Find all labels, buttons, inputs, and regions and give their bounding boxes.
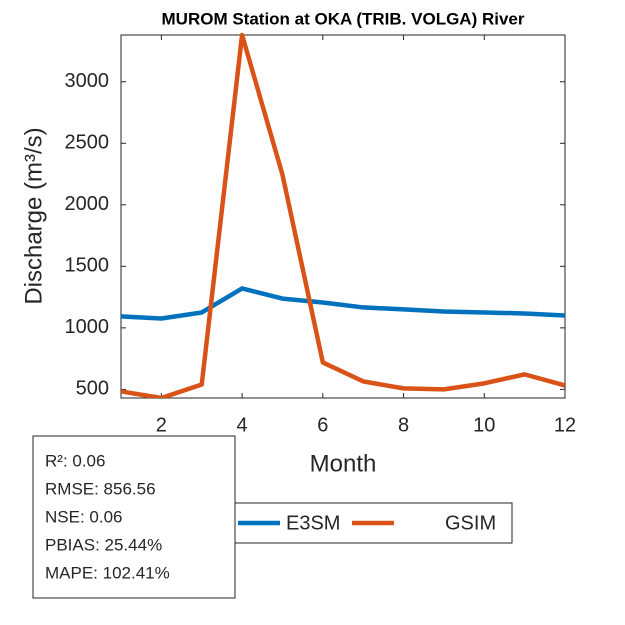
stats-box (32, 435, 236, 599)
y-tick-label: 1500 (65, 255, 110, 277)
x-tick-label: 2 (156, 414, 167, 436)
stat-line: PBIAS: 25.44% (45, 535, 162, 554)
stat-line: NSE: 0.06 (45, 507, 123, 526)
chart-title: MUROM Station at OKA (TRIB. VOLGA) River (162, 9, 525, 28)
y-tick-label: 500 (76, 378, 109, 400)
x-tick-label: 12 (554, 414, 576, 436)
stat-line: R²: 0.06 (45, 451, 105, 470)
legend-label: E3SM (286, 512, 340, 534)
x-tick-label: 10 (473, 414, 495, 436)
x-tick-label: 6 (317, 414, 328, 436)
series-line (121, 286, 565, 321)
y-tick-label: 2000 (65, 193, 110, 215)
legend-label: GSIM (445, 512, 496, 534)
y-tick-label: 3000 (65, 70, 110, 92)
stat-line: RMSE: 856.56 (45, 479, 156, 498)
x-tick-label: 8 (398, 414, 409, 436)
plot-area: 2 4 6 8 10 12 500 1000 1500 2000 2500 3000 (65, 32, 576, 436)
y-axis-label: Discharge (m³/s) (20, 127, 47, 304)
x-axis-label: Month (310, 450, 377, 477)
y-tick-label: 1000 (65, 316, 110, 338)
stat-line: MAPE: 102.41% (45, 563, 170, 582)
axes-box (120, 34, 566, 399)
x-tick-label: 4 (237, 414, 248, 436)
series-line (121, 32, 565, 398)
stats: R²: 0.06 RMSE: 856.56 NSE: 0.06 PBIAS: 25.4… (45, 451, 170, 582)
y-tick-label: 2500 (65, 132, 110, 154)
